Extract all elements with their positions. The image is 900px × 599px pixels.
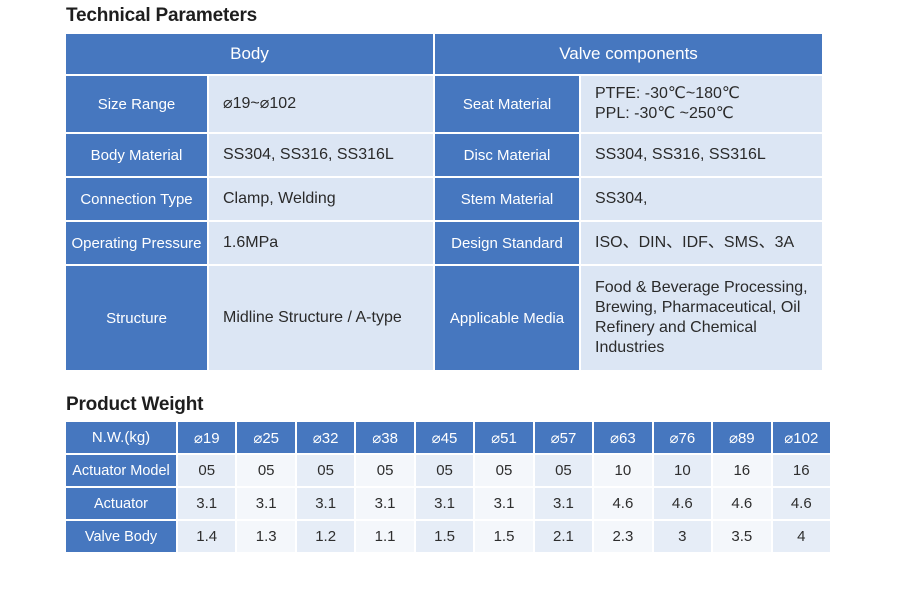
weight-cell: 3.1 (532, 486, 595, 521)
product-weight-title: Product Weight (66, 394, 204, 415)
tech-value-right: ISO、DIN、IDF、SMS、3A (578, 220, 825, 266)
technical-parameters-title: Technical Parameters (66, 5, 258, 26)
tech-value-right: SS304, (578, 176, 825, 222)
weight-cell: 05 (473, 453, 535, 488)
tech-label-right: Design Standard (433, 220, 581, 266)
weight-cell: 3.1 (294, 486, 357, 521)
tech-value-right: Food & Beverage Processing, Brewing, Phar… (578, 264, 825, 372)
weight-header-label: N.W.(kg) (64, 420, 178, 455)
weight-size-header: ⌀89 (711, 420, 773, 455)
weight-cell: 3.1 (413, 486, 476, 521)
tech-row: Structure Midline Structure / A-type Appli… (64, 264, 825, 372)
weight-cell: 3.5 (711, 519, 773, 554)
weight-cell: 2.1 (532, 519, 595, 554)
tech-value-right-line: Brewing, Pharmaceutical, Oil (595, 299, 801, 316)
weight-size-header: ⌀38 (354, 420, 416, 455)
tech-value-right-line: Food & Beverage Processing, (595, 279, 808, 296)
weight-size-header: ⌀45 (413, 420, 476, 455)
tech-value-right-line: SS304, (595, 190, 648, 207)
tech-value-left: Clamp, Welding (207, 176, 435, 222)
tech-label-left: Connection Type (64, 176, 209, 222)
weight-row: Valve Body 1.4 1.3 1.2 1.1 1.5 1.5 2.1 2.3 3 3.5 4 (64, 519, 833, 554)
weight-size-header: ⌀19 (175, 420, 238, 455)
weight-cell: 4.6 (770, 486, 833, 521)
weight-cell: 16 (711, 453, 773, 488)
tech-value-right-line: Refinery and Chemical (595, 319, 757, 336)
weight-cell: 05 (175, 453, 238, 488)
tech-label-right: Applicable Media (433, 264, 581, 372)
weight-header-row: N.W.(kg) ⌀19 ⌀25 ⌀32 ⌀38 ⌀45 ⌀51 ⌀57 ⌀63 ⌀76 ⌀89 ⌀1… (64, 420, 833, 455)
weight-cell: 4.6 (651, 486, 714, 521)
tech-label-right: Seat Material (433, 74, 581, 134)
weight-cell: 05 (354, 453, 416, 488)
weight-cell: 10 (651, 453, 714, 488)
weight-cell: 1.1 (354, 519, 416, 554)
tech-value-right-line: SS304, SS316, SS316L (595, 146, 766, 163)
weight-cell: 3.1 (175, 486, 238, 521)
tech-value-left: Midline Structure / A-type (207, 264, 435, 372)
weight-cell: 3.1 (473, 486, 535, 521)
weight-size-header: ⌀32 (294, 420, 357, 455)
weight-cell: 10 (592, 453, 654, 488)
weight-cell: 4.6 (592, 486, 654, 521)
weight-row-label: Actuator Model (64, 453, 178, 488)
weight-row-label: Actuator (64, 486, 178, 521)
weight-cell: 05 (294, 453, 357, 488)
tech-label-left: Structure (64, 264, 209, 372)
weight-cell: 05 (235, 453, 297, 488)
tech-label-right: Disc Material (433, 132, 581, 178)
weight-row: Actuator Model 05 05 05 05 05 05 05 10 10 16 16 (64, 453, 833, 488)
tech-label-left: Size Range (64, 74, 209, 134)
weight-cell: 1.3 (235, 519, 297, 554)
weight-size-header: ⌀63 (592, 420, 654, 455)
technical-parameters-table: Body Valve components Size Range ⌀19~⌀102… (64, 32, 825, 372)
tech-value-right: PTFE: -30℃~180℃ PPL: -30℃ ~250℃ (578, 74, 825, 134)
tech-value-left-line: 1.6MPa (223, 234, 279, 251)
weight-cell: 05 (413, 453, 476, 488)
tech-value-left: 1.6MPa (207, 220, 435, 266)
tech-value-right: SS304, SS316, SS316L (578, 132, 825, 178)
weight-size-header: ⌀25 (235, 420, 297, 455)
weight-size-header: ⌀57 (532, 420, 595, 455)
tech-row: Size Range ⌀19~⌀102 Seat Material PTFE: -30… (64, 74, 825, 134)
tech-value-right-line: PTFE: -30℃~180℃ (595, 85, 740, 102)
product-weight-table: N.W.(kg) ⌀19 ⌀25 ⌀32 ⌀38 ⌀45 ⌀51 ⌀57 ⌀63 ⌀76 ⌀89 ⌀1… (64, 420, 833, 554)
weight-cell: 4 (770, 519, 833, 554)
tech-header-row: Body Valve components (64, 32, 825, 76)
weight-cell: 2.3 (592, 519, 654, 554)
weight-cell: 16 (770, 453, 833, 488)
weight-cell: 3 (651, 519, 714, 554)
tech-row: Body Material SS304, SS316, SS316L Disc Ma… (64, 132, 825, 178)
weight-cell: 05 (532, 453, 595, 488)
weight-cell: 1.5 (413, 519, 476, 554)
body-header: Body (64, 32, 435, 76)
weight-cell: 3.1 (354, 486, 416, 521)
tech-row: Operating Pressure 1.6MPa Design Standard I… (64, 220, 825, 266)
tech-label-right: Stem Material (433, 176, 581, 222)
tech-value-left-line: ⌀19~⌀102 (223, 95, 297, 112)
weight-cell: 1.4 (175, 519, 238, 554)
tech-value-left-line: Midline Structure / A-type (223, 309, 402, 326)
tech-value-left-line: Clamp, Welding (223, 190, 336, 207)
weight-size-header: ⌀102 (770, 420, 833, 455)
weight-cell: 1.2 (294, 519, 357, 554)
weight-size-header: ⌀76 (651, 420, 714, 455)
weight-row-label: Valve Body (64, 519, 178, 554)
tech-value-left: SS304, SS316, SS316L (207, 132, 435, 178)
tech-label-left: Body Material (64, 132, 209, 178)
tech-label-left: Operating Pressure (64, 220, 209, 266)
weight-size-header: ⌀51 (473, 420, 535, 455)
tech-value-right-line: ISO、DIN、IDF、SMS、3A (595, 234, 795, 251)
tech-value-left: ⌀19~⌀102 (207, 74, 435, 134)
tech-value-right-line: Industries (595, 339, 665, 356)
weight-row: Actuator 3.1 3.1 3.1 3.1 3.1 3.1 3.1 4.6 4.6 4.6 4.… (64, 486, 833, 521)
valve-components-header: Valve components (432, 32, 825, 76)
weight-cell: 3.1 (235, 486, 297, 521)
weight-cell: 4.6 (711, 486, 773, 521)
tech-value-right-line: PPL: -30℃ ~250℃ (595, 105, 734, 122)
tech-value-left-line: SS304, SS316, SS316L (223, 146, 394, 163)
tech-row: Connection Type Clamp, Welding Stem Materi… (64, 176, 825, 222)
weight-cell: 1.5 (473, 519, 535, 554)
